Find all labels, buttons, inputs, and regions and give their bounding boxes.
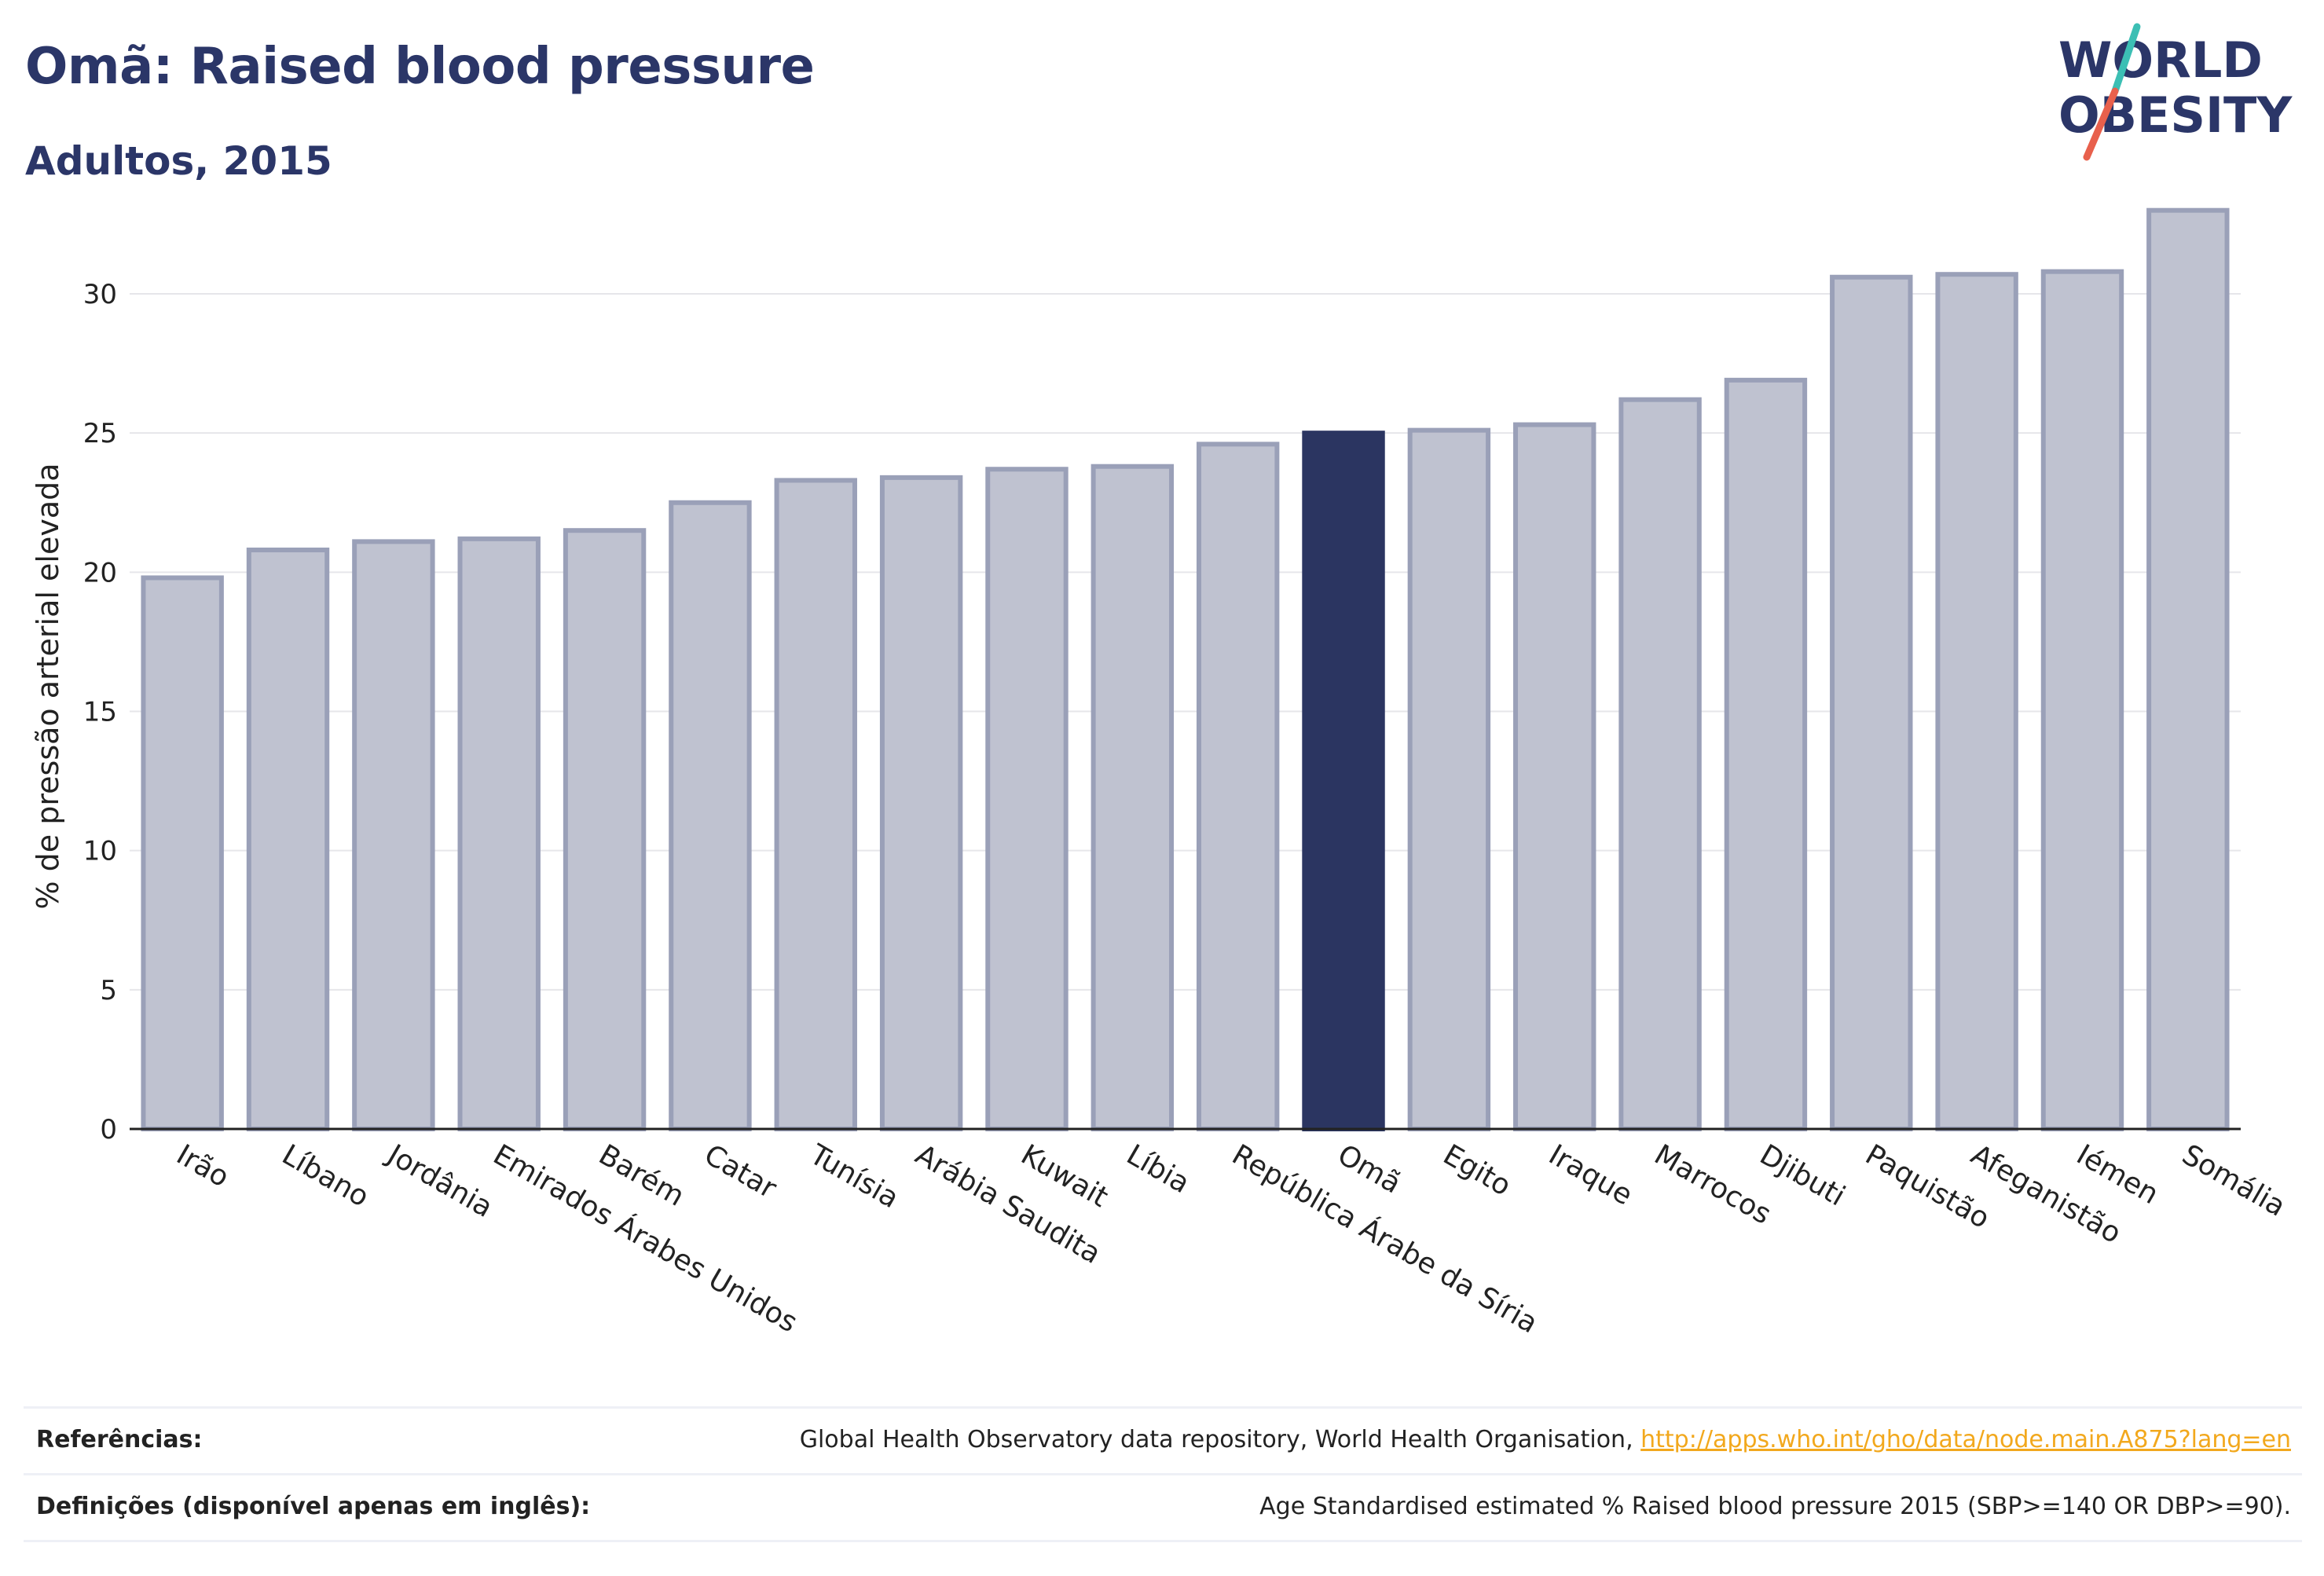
bar	[1196, 442, 1280, 1131]
bar	[1513, 422, 1596, 1131]
y-tick-label: 5	[100, 975, 117, 1006]
axes: 0 5 10 15 20 25 30 % de pressão arterial elevad…	[31, 279, 2241, 1145]
bar-chart: 0 5 10 15 20 25 30 % de pressão arterial elevad…	[31, 207, 2291, 1340]
logo-slash-red	[2083, 87, 2119, 161]
bar	[2146, 207, 2230, 1131]
bar	[246, 547, 330, 1131]
bar	[774, 478, 857, 1131]
y-tick-label: 20	[83, 557, 117, 588]
bar	[457, 536, 541, 1131]
chart-title: Omã: Raised blood pressure	[25, 38, 815, 96]
definitions-row: Definições (disponível apenas em inglês)…	[24, 1473, 2302, 1542]
definitions-text: Age Standardised estimated % Raised bloo…	[1259, 1493, 2291, 1520]
category-label: Marrocos	[1649, 1138, 1776, 1230]
y-tick-label: 0	[100, 1114, 117, 1145]
category-label: Omã	[1332, 1138, 1407, 1200]
definitions-label: Definições (disponível apenas em inglês)…	[36, 1493, 591, 1520]
y-tick-label: 25	[83, 418, 117, 449]
references-row: Referências: Global Health Observatory d…	[24, 1406, 2302, 1473]
bar	[669, 500, 752, 1131]
bar	[1935, 272, 2018, 1132]
bar	[1302, 431, 1385, 1131]
bar	[1618, 397, 1702, 1131]
bar	[352, 539, 435, 1131]
y-tick-label: 30	[83, 279, 117, 310]
category-label: Tunísia	[804, 1138, 904, 1215]
bar	[985, 467, 1069, 1131]
category-label: Irão	[171, 1138, 235, 1193]
y-tick-label: 10	[83, 836, 117, 867]
category-label: Iraque	[1543, 1138, 1637, 1211]
category-label: Líbano	[277, 1138, 374, 1213]
category-label: Líbia	[1121, 1138, 1195, 1200]
references-text: Global Health Observatory data repositor…	[800, 1426, 2291, 1453]
references-source: Global Health Observatory data repositor…	[799, 1426, 1641, 1453]
references-label: Referências:	[36, 1426, 203, 1453]
grid-lines	[130, 293, 2241, 991]
bar	[1724, 377, 1808, 1132]
logo-line-1: WORLD	[2058, 31, 2263, 89]
bar	[1091, 464, 1175, 1131]
world-obesity-logo: WORLD OBESITY	[2058, 23, 2293, 161]
bar	[879, 475, 963, 1131]
logo-slash-teal	[2111, 23, 2141, 95]
bar	[141, 575, 224, 1131]
category-label: Arábia Saudita	[910, 1138, 1106, 1270]
bar	[1830, 274, 1913, 1131]
bar	[2040, 269, 2124, 1131]
category-label: Somália	[2176, 1138, 2290, 1223]
chart-subtitle: Adultos, 2015	[25, 138, 332, 184]
references-link[interactable]: http://apps.who.int/gho/data/node.main.A…	[1640, 1426, 2291, 1453]
bar	[1407, 427, 1491, 1131]
bars	[141, 207, 2230, 1132]
category-label: Egito	[1438, 1138, 1516, 1202]
footer: Referências: Global Health Observatory d…	[24, 1406, 2302, 1542]
bar	[563, 528, 647, 1131]
y-tick-label: 15	[83, 697, 117, 728]
y-axis-title: % de pressão arterial elevada	[31, 463, 65, 909]
category-label: Jordânia	[381, 1138, 498, 1224]
category-label: Catar	[698, 1138, 782, 1205]
